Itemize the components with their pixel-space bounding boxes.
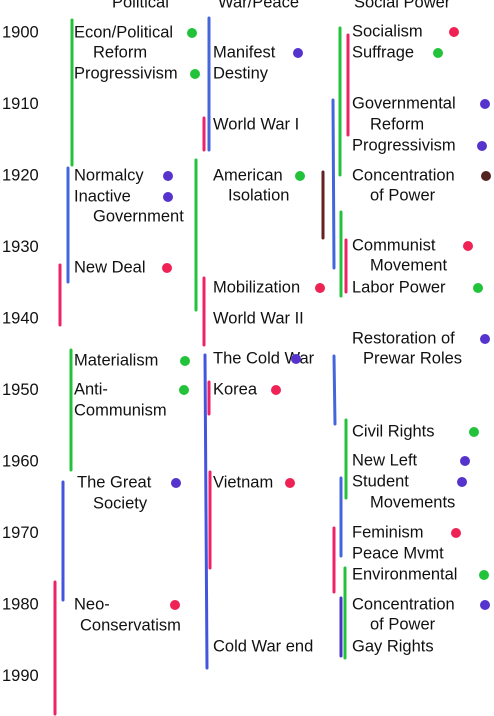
item-label: Restoration of: [352, 329, 455, 347]
item-label: Mobilization: [213, 278, 300, 296]
year-label: 1920: [2, 166, 39, 184]
dot: [480, 99, 490, 109]
dot: [179, 385, 189, 395]
item-label: Concentration: [352, 166, 455, 184]
item-label: World War II: [213, 309, 304, 327]
item-label: Communism: [74, 401, 167, 419]
item-label: Progressivism: [352, 136, 456, 154]
dot: [449, 27, 459, 37]
year-label: 1940: [2, 309, 39, 327]
dot: [469, 427, 479, 437]
dot: [463, 241, 473, 251]
item-label: Peace Mvmt: [352, 544, 444, 562]
item-label: The Great: [77, 473, 152, 491]
item-label: Reform: [93, 43, 147, 61]
item-label: Movements: [370, 493, 455, 511]
item-label: Feminism: [352, 523, 424, 541]
item-label: Korea: [213, 380, 258, 398]
item-label: Materialism: [74, 351, 158, 369]
item-label: Labor Power: [352, 278, 446, 296]
dot: [180, 356, 190, 366]
item-label: Civil Rights: [352, 422, 435, 440]
item-label: Student: [352, 472, 409, 490]
item-label: Reform: [370, 115, 424, 133]
item-label: Environmental: [352, 565, 457, 583]
dot: [460, 456, 470, 466]
item-label: Conservatism: [80, 616, 181, 634]
column-header: Political: [112, 0, 169, 11]
item-label: Socialism: [352, 22, 423, 40]
dot: [315, 283, 325, 293]
dot: [479, 570, 489, 580]
item-label: Normalcy: [74, 166, 144, 184]
dot: [480, 334, 490, 344]
item-label: The Cold War: [213, 349, 315, 367]
lines: [53, 16, 350, 716]
dot: [170, 600, 180, 610]
item-label: Econ/Political: [74, 23, 173, 41]
dot: [171, 478, 181, 488]
item-label: Movement: [370, 256, 447, 274]
item-label: New Left: [352, 451, 418, 469]
dot: [433, 48, 443, 58]
item-label: of Power: [370, 186, 436, 204]
item-label: Government: [93, 207, 184, 225]
dot: [190, 69, 200, 79]
item-label: Isolation: [228, 186, 289, 204]
item-label: Progressivism: [74, 64, 178, 82]
item-label: Anti-: [74, 380, 108, 398]
dot: [477, 141, 487, 151]
item-label: Concentration: [352, 595, 455, 613]
dot: [481, 171, 491, 181]
dot: [293, 48, 303, 58]
year-label: 1990: [2, 667, 39, 685]
dot: [187, 28, 197, 38]
year-label: 1930: [2, 238, 39, 256]
item-label: Inactive: [74, 187, 131, 205]
dot: [295, 171, 305, 181]
column-header: War/Peace: [218, 0, 299, 11]
item-label: World War I: [213, 115, 299, 133]
year-label: 1960: [2, 452, 39, 470]
dot: [473, 283, 483, 293]
column-header: Social Power: [354, 0, 451, 11]
item-label: New Deal: [74, 258, 146, 276]
item-label: of Power: [370, 615, 436, 633]
dot: [291, 354, 301, 364]
item-label: Communist: [352, 236, 436, 254]
year-label: 1950: [2, 381, 39, 399]
dot: [271, 385, 281, 395]
item-label: Destiny: [213, 64, 269, 82]
dot: [480, 600, 490, 610]
item-label: Vietnam: [213, 473, 273, 491]
item-label: Cold War end: [213, 637, 313, 655]
dot: [451, 528, 461, 538]
item-label: Gay Rights: [352, 637, 434, 655]
dot: [285, 478, 295, 488]
dot: [457, 477, 467, 487]
item-label: Governmental: [352, 94, 456, 112]
item-label: Suffrage: [352, 43, 414, 61]
dot: [163, 192, 173, 202]
year-label: 1980: [2, 595, 39, 613]
year-label: 1900: [2, 23, 39, 41]
item-label: American: [213, 166, 283, 184]
year-label: 1970: [2, 524, 39, 542]
dot: [163, 171, 173, 181]
dot: [162, 263, 172, 273]
item-label: Neo-: [74, 595, 110, 613]
item-label: Manifest: [213, 43, 276, 61]
item-label: Society: [93, 494, 148, 512]
year-label: 1910: [2, 95, 39, 113]
item-label: Prewar Roles: [363, 349, 462, 367]
